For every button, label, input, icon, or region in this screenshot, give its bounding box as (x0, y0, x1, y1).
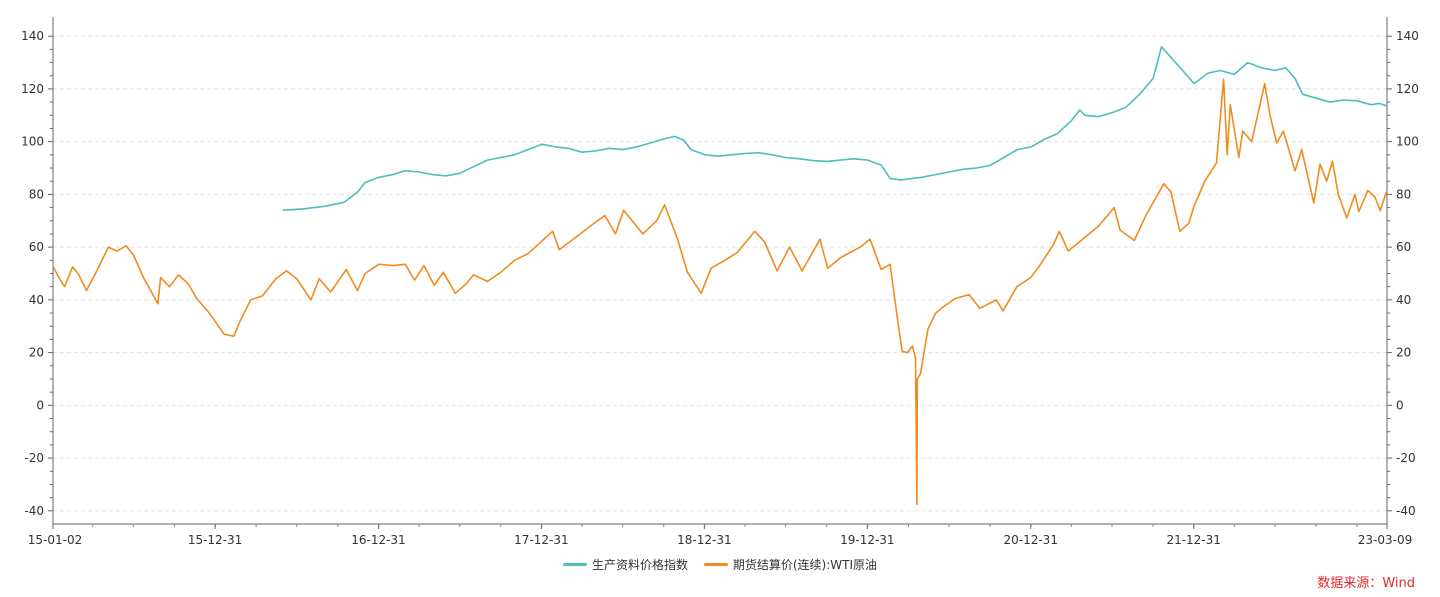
series-line-wti-crude (52, 78, 1388, 506)
y-tick-label-left: 20 (29, 346, 44, 360)
x-tick-label: 23-03-09 (1358, 533, 1412, 547)
x-tick-label: 15-01-02 (28, 533, 82, 547)
legend: 生产资料价格指数 期货结算价(连续):WTI原油 (0, 555, 1440, 573)
y-tick-label-right: 100 (1396, 135, 1419, 149)
y-tick-label-right: -40 (1396, 504, 1416, 518)
x-tick-label: 21-12-31 (1166, 533, 1220, 547)
legend-swatch-production-price-index (563, 563, 587, 566)
y-tick-label-left: 80 (29, 187, 44, 201)
y-tick-label-left: 140 (21, 29, 44, 43)
y-tick-label-right: 60 (1396, 240, 1411, 254)
y-tick-label-left: 0 (36, 398, 44, 412)
y-tick-label-right: 120 (1396, 82, 1419, 96)
legend-item-production-price-index[interactable]: 生产资料价格指数 (563, 556, 688, 573)
y-tick-label-right: -20 (1396, 451, 1416, 465)
y-tick-label-left: 120 (21, 82, 44, 96)
x-tick-label: 19-12-31 (840, 533, 894, 547)
y-tick-label-left: -40 (24, 504, 44, 518)
grid-lines (53, 35, 1387, 512)
x-tick-label: 18-12-31 (677, 533, 731, 547)
y-tick-label-left: 40 (29, 293, 44, 307)
y-tick-label-right: 0 (1396, 398, 1404, 412)
y-tick-label-left: -20 (24, 451, 44, 465)
legend-swatch-wti-crude (703, 563, 728, 566)
data-source-note: 数据来源：Wind (1317, 576, 1415, 591)
y-tick-label-right: 20 (1396, 346, 1411, 360)
x-tick-label: 15-12-31 (188, 533, 242, 547)
y-tick-label-right: 140 (1396, 29, 1419, 43)
series-line-production-price-index (282, 45, 1388, 211)
line-chart: 140 140 120 120 100 100 80 80 60 60 40 40 20 20 0 0 -20 -… (21, 17, 1419, 547)
legend-label-wti-crude: 期货结算价(连续):WTI原油 (732, 558, 877, 572)
legend-label-production-price-index: 生产资料价格指数 (592, 558, 689, 572)
x-tick-label: 20-12-31 (1003, 533, 1057, 547)
y-tick-label-right: 80 (1396, 187, 1411, 201)
x-tick-label: 17-12-31 (514, 533, 568, 547)
y-tick-label-left: 60 (29, 240, 44, 254)
x-tick-label: 16-12-31 (351, 533, 405, 547)
y-tick-label-left: 100 (21, 135, 44, 149)
series-lines (52, 45, 1388, 506)
legend-item-wti-crude[interactable]: 期货结算价(连续):WTI原油 (703, 556, 877, 573)
axes: 140 140 120 120 100 100 80 80 60 60 40 40 20 20 0 0 -20 -… (21, 17, 1419, 547)
y-tick-label-right: 40 (1396, 293, 1411, 307)
